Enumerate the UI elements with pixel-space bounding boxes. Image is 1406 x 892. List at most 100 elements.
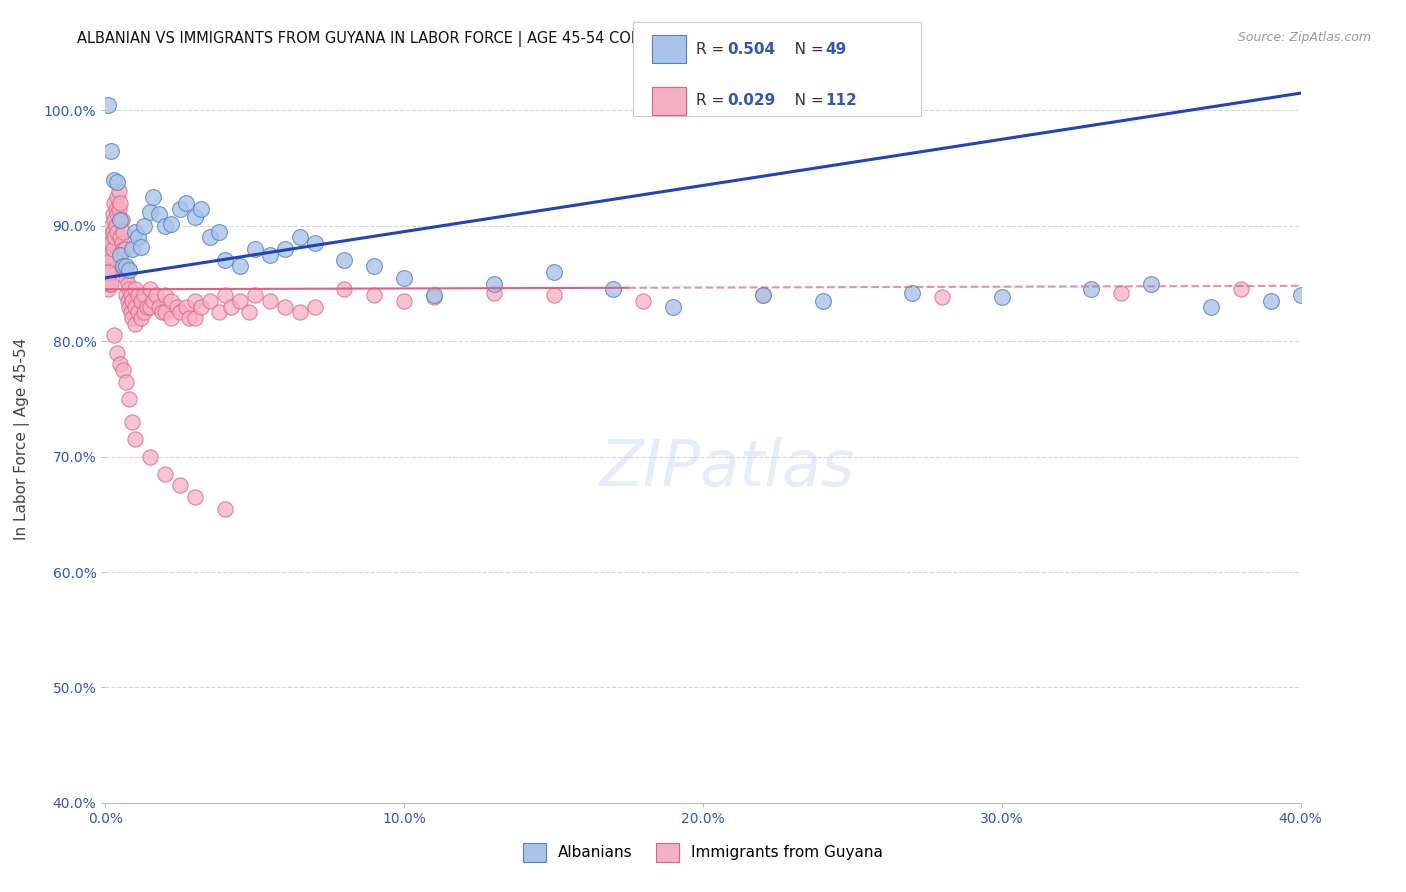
Point xyxy=(110,213,132,227)
Point xyxy=(259,248,281,262)
Point xyxy=(127,305,149,319)
Point xyxy=(107,175,129,189)
Text: 0.504: 0.504 xyxy=(727,42,775,56)
Legend: Albanians, Immigrants from Guyana: Albanians, Immigrants from Guyana xyxy=(517,837,889,868)
Point xyxy=(112,259,135,273)
Point xyxy=(142,293,165,308)
Point xyxy=(110,357,132,371)
Point xyxy=(198,230,221,244)
Point xyxy=(101,207,124,221)
Point xyxy=(1260,293,1282,308)
Point xyxy=(214,288,236,302)
Point xyxy=(134,305,156,319)
Point xyxy=(633,293,655,308)
Point xyxy=(751,288,773,302)
Point xyxy=(103,213,125,227)
Point xyxy=(169,202,191,216)
Point xyxy=(112,242,135,256)
Point xyxy=(482,277,505,291)
Point xyxy=(1229,282,1251,296)
Point xyxy=(97,97,120,112)
Point xyxy=(1080,282,1102,296)
Point xyxy=(811,293,834,308)
Point xyxy=(423,290,446,304)
Text: 0.029: 0.029 xyxy=(727,94,775,108)
Point xyxy=(103,172,125,186)
Point xyxy=(120,305,142,319)
Text: 49: 49 xyxy=(825,42,846,56)
Point xyxy=(214,501,236,516)
Point xyxy=(139,205,162,219)
Point xyxy=(121,242,143,256)
Point xyxy=(751,288,773,302)
Point xyxy=(124,225,146,239)
Point xyxy=(134,219,156,233)
Point xyxy=(100,236,122,251)
Point xyxy=(304,236,326,251)
Point xyxy=(112,225,135,239)
Point xyxy=(112,259,135,273)
Point xyxy=(107,207,129,221)
Point xyxy=(110,248,132,262)
Point xyxy=(121,311,143,326)
Point xyxy=(184,311,207,326)
Point xyxy=(169,305,191,319)
Point xyxy=(100,144,122,158)
Point xyxy=(259,293,281,308)
Point xyxy=(139,450,162,464)
Point xyxy=(142,190,165,204)
Point xyxy=(423,288,446,302)
Point xyxy=(111,236,134,251)
Point xyxy=(98,277,121,291)
Text: Source: ZipAtlas.com: Source: ZipAtlas.com xyxy=(1237,31,1371,45)
Point xyxy=(124,317,146,331)
Point xyxy=(104,219,127,233)
Point xyxy=(98,248,121,262)
Point xyxy=(117,277,139,291)
Point xyxy=(139,282,162,296)
Point xyxy=(100,236,122,251)
Text: ALBANIAN VS IMMIGRANTS FROM GUYANA IN LABOR FORCE | AGE 45-54 CORRELATION CHART: ALBANIAN VS IMMIGRANTS FROM GUYANA IN LA… xyxy=(77,31,768,47)
Point xyxy=(184,210,207,224)
Point xyxy=(169,478,191,492)
Point xyxy=(107,225,129,239)
Point xyxy=(121,415,143,429)
Point xyxy=(114,265,136,279)
Point xyxy=(153,288,177,302)
Point xyxy=(129,239,153,253)
Point xyxy=(160,311,183,326)
Point xyxy=(115,259,138,273)
Point xyxy=(112,363,135,377)
Point xyxy=(129,293,153,308)
Point xyxy=(219,300,242,314)
Point xyxy=(121,293,143,308)
Point xyxy=(243,242,266,256)
Point xyxy=(110,195,132,210)
Point xyxy=(363,288,385,302)
Point xyxy=(184,293,207,308)
Point xyxy=(127,230,149,244)
Text: N =: N = xyxy=(780,42,828,56)
Point xyxy=(174,195,197,210)
Point xyxy=(333,282,356,296)
Point xyxy=(97,242,120,256)
Point xyxy=(153,219,177,233)
Point xyxy=(1140,277,1163,291)
Point xyxy=(134,288,156,302)
Point xyxy=(184,490,207,504)
Text: R =: R = xyxy=(696,94,730,108)
Point xyxy=(96,259,118,273)
Point xyxy=(114,242,136,256)
Point xyxy=(97,265,120,279)
Point xyxy=(153,467,177,481)
Point xyxy=(153,305,177,319)
Point xyxy=(392,293,416,308)
Point xyxy=(115,270,138,285)
Point xyxy=(288,305,311,319)
Point xyxy=(96,270,118,285)
Point xyxy=(110,230,132,244)
Point xyxy=(118,392,141,406)
Point xyxy=(124,433,146,447)
Point xyxy=(243,288,266,302)
Point xyxy=(115,375,138,389)
